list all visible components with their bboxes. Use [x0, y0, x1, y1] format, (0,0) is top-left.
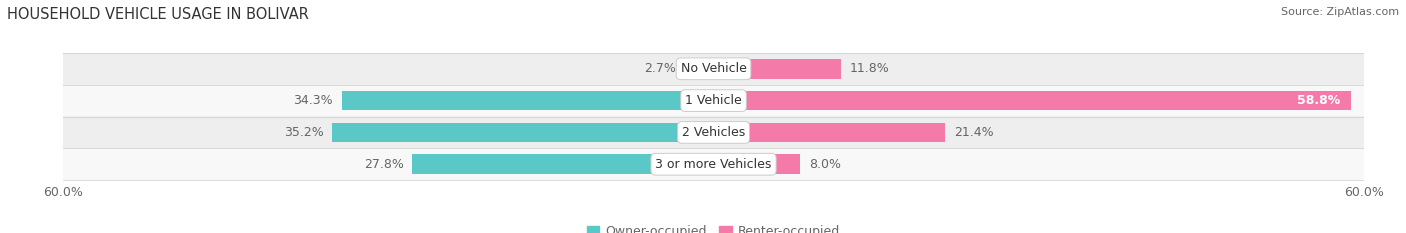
Legend: Owner-occupied, Renter-occupied: Owner-occupied, Renter-occupied — [582, 220, 845, 233]
Text: 2.7%: 2.7% — [644, 62, 676, 75]
Bar — [713, 59, 841, 79]
Bar — [342, 91, 713, 110]
Text: 27.8%: 27.8% — [364, 158, 404, 171]
Bar — [713, 91, 1351, 110]
Bar — [412, 154, 713, 174]
Text: No Vehicle: No Vehicle — [681, 62, 747, 75]
Text: 8.0%: 8.0% — [808, 158, 841, 171]
Text: Source: ZipAtlas.com: Source: ZipAtlas.com — [1281, 7, 1399, 17]
Bar — [713, 123, 945, 142]
Bar — [63, 148, 1364, 180]
Bar — [332, 123, 713, 142]
Text: 58.8%: 58.8% — [1296, 94, 1340, 107]
Text: 11.8%: 11.8% — [851, 62, 890, 75]
Text: HOUSEHOLD VEHICLE USAGE IN BOLIVAR: HOUSEHOLD VEHICLE USAGE IN BOLIVAR — [7, 7, 309, 22]
Bar — [63, 116, 1364, 148]
Bar — [63, 53, 1364, 85]
Text: 21.4%: 21.4% — [955, 126, 994, 139]
Bar — [63, 85, 1364, 116]
Bar — [685, 59, 713, 79]
Text: 2 Vehicles: 2 Vehicles — [682, 126, 745, 139]
Text: 35.2%: 35.2% — [284, 126, 323, 139]
Text: 3 or more Vehicles: 3 or more Vehicles — [655, 158, 772, 171]
Text: 1 Vehicle: 1 Vehicle — [685, 94, 742, 107]
Text: 34.3%: 34.3% — [294, 94, 333, 107]
Bar — [713, 154, 800, 174]
